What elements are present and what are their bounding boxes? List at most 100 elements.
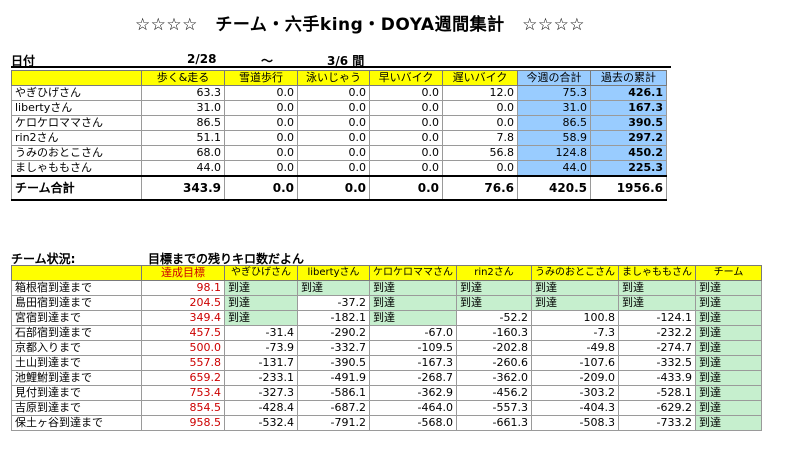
remaining-cell: -508.3 xyxy=(531,415,619,431)
status-subtitle: 目標までの残りキロ数だよん xyxy=(148,252,305,266)
milestone-target: 753.4 xyxy=(141,385,225,401)
weekly-cell: 0.0 xyxy=(369,115,443,131)
status-column-header: 達成目標 xyxy=(141,265,225,281)
remaining-cell: -268.7 xyxy=(369,370,457,386)
remaining-cell: -733.2 xyxy=(618,415,696,431)
milestone-name: 見付到達まで xyxy=(11,385,142,401)
milestone-target: 98.1 xyxy=(141,280,225,296)
remaining-cell: -209.0 xyxy=(531,370,619,386)
reached-cell: 到達 xyxy=(224,280,298,296)
status-column-header: ましゃももさん xyxy=(618,265,696,281)
milestone-name: 宮宿到達まで xyxy=(11,310,142,326)
weekly-cell: 63.3 xyxy=(141,85,225,101)
status-row: 京都入りまで 500.0 -73.9 -332.7 -109.5 -202.8 -49.8-… xyxy=(11,340,762,356)
status-row: 池鯉鮒到達まで 659.2 -233.1 -491.9 -268.7 -362.0 -209… xyxy=(11,370,762,386)
weekly-cell: 86.5 xyxy=(141,115,225,131)
team-total-cell: 0.0 xyxy=(297,175,370,201)
team-total-cell: 0.0 xyxy=(369,175,443,201)
weekly-cell: 58.9 xyxy=(517,130,591,146)
remaining-cell: -202.8 xyxy=(456,340,532,356)
reached-cell: 到達 xyxy=(618,295,696,311)
weekly-cell: 0.0 xyxy=(297,160,370,177)
remaining-cell: -73.9 xyxy=(224,340,298,356)
weekly-cell: 0.0 xyxy=(442,100,518,116)
weekly-cell: 426.1 xyxy=(590,85,667,101)
weekly-column-header: 過去の累計 xyxy=(590,70,667,86)
status-row: 箱根宿到達まで 98.1 到達 到達 到達 到達 到達 到達 到達 xyxy=(11,280,762,296)
remaining-cell: -390.5 xyxy=(297,355,370,371)
milestone-target: 457.5 xyxy=(141,325,225,341)
weekly-summary-table: 歩く&走る 雪道歩行 泳いじゃう 早いバイク 遅いバイク 今週の合計 過去の累計 やぎひげさん… xyxy=(11,70,667,201)
reached-cell: 到達 xyxy=(224,310,298,326)
reached-cell: 到達 xyxy=(224,295,298,311)
weekly-cell: 0.0 xyxy=(224,145,298,161)
remaining-cell: -568.0 xyxy=(369,415,457,431)
status-column-header: やぎひげさん xyxy=(224,265,298,281)
weekly-column-header: 泳いじゃう xyxy=(297,70,370,86)
reached-cell: 到達 xyxy=(695,355,762,371)
reached-cell: 到達 xyxy=(695,340,762,356)
status-column-header: チーム xyxy=(695,265,762,281)
milestone-name: 石部宿到達まで xyxy=(11,325,142,341)
remaining-cell: -528.1 xyxy=(618,385,696,401)
remaining-cell: -557.3 xyxy=(456,400,532,416)
date-separator: ～ xyxy=(261,54,274,68)
remaining-cell: -687.2 xyxy=(297,400,370,416)
milestone-name: 土山到達まで xyxy=(11,355,142,371)
reached-cell: 到達 xyxy=(618,280,696,296)
weekly-cell: 0.0 xyxy=(297,100,370,116)
remaining-cell: -31.4 xyxy=(224,325,298,341)
status-column-header: ケロケロママさん xyxy=(369,265,457,281)
team-total-row: チーム合計 343.9 0.0 0.0 0.0 76.6 420.5 1956.6 xyxy=(11,175,667,201)
remaining-cell: -7.3 xyxy=(531,325,619,341)
remaining-cell: -464.0 xyxy=(369,400,457,416)
date-start: 2/28 xyxy=(187,52,217,66)
milestone-target: 500.0 xyxy=(141,340,225,356)
remaining-cell: -232.2 xyxy=(618,325,696,341)
weekly-cell: 0.0 xyxy=(297,145,370,161)
milestone-target: 349.4 xyxy=(141,310,225,326)
weekly-cell: 86.5 xyxy=(517,115,591,131)
weekly-header-corner xyxy=(11,70,142,86)
status-row: 宮宿到達まで 349.4 到達 -182.1 到達 -52.2 100.8 -124.1 到達 xyxy=(11,310,762,326)
weekly-cell: 75.3 xyxy=(517,85,591,101)
member-name: ケロケロママさん xyxy=(11,115,142,131)
reached-cell: 到達 xyxy=(456,280,532,296)
weekly-column-header: 遅いバイク xyxy=(442,70,518,86)
member-name: libertyさん xyxy=(11,100,142,116)
remaining-cell: -532.4 xyxy=(224,415,298,431)
milestone-target: 854.5 xyxy=(141,400,225,416)
date-row: 日付 2/28 ～ 3/6 間 xyxy=(11,52,671,68)
weekly-row: ケロケロママさん 86.5 0.0 0.0 0.0 0.0 86.5 390.5 xyxy=(11,115,667,131)
member-name: ましゃももさん xyxy=(11,160,142,177)
weekly-cell: 31.0 xyxy=(517,100,591,116)
remaining-cell: -290.2 xyxy=(297,325,370,341)
status-row: 島田宿到達まで 204.5 到達 -37.2 到達 到達 到達 到達 到達 xyxy=(11,295,762,311)
remaining-cell: -332.7 xyxy=(297,340,370,356)
reached-cell: 到達 xyxy=(369,310,457,326)
remaining-cell: -456.2 xyxy=(456,385,532,401)
weekly-cell: 0.0 xyxy=(369,130,443,146)
milestone-name: 京都入りまで xyxy=(11,340,142,356)
remaining-cell: -131.7 xyxy=(224,355,298,371)
reached-cell: 到達 xyxy=(695,325,762,341)
weekly-cell: 0.0 xyxy=(442,160,518,177)
status-column-header: うみのおとこさん xyxy=(531,265,619,281)
remaining-cell: -124.1 xyxy=(618,310,696,326)
status-column-header: rin2さん xyxy=(456,265,532,281)
date-end: 3/6 間 xyxy=(327,54,365,68)
remaining-cell: -160.3 xyxy=(456,325,532,341)
page-title: ☆☆☆☆ チーム・六手king・DOYA週間集計 ☆☆☆☆ xyxy=(134,15,586,35)
weekly-row: ましゃももさん 44.0 0.0 0.0 0.0 0.0 44.0 225.3 xyxy=(11,160,667,177)
team-total-label: チーム合計 xyxy=(11,175,142,201)
weekly-row: rin2さん 51.1 0.0 0.0 0.0 7.8 58.9 297.2 xyxy=(11,130,667,146)
remaining-cell: -109.5 xyxy=(369,340,457,356)
weekly-cell: 0.0 xyxy=(224,85,298,101)
remaining-cell: -49.8 xyxy=(531,340,619,356)
reached-cell: 到達 xyxy=(531,280,619,296)
status-header-corner xyxy=(11,265,142,281)
reached-cell: 到達 xyxy=(369,295,457,311)
reached-cell: 到達 xyxy=(369,280,457,296)
weekly-cell: 7.8 xyxy=(442,130,518,146)
milestone-target: 557.8 xyxy=(141,355,225,371)
